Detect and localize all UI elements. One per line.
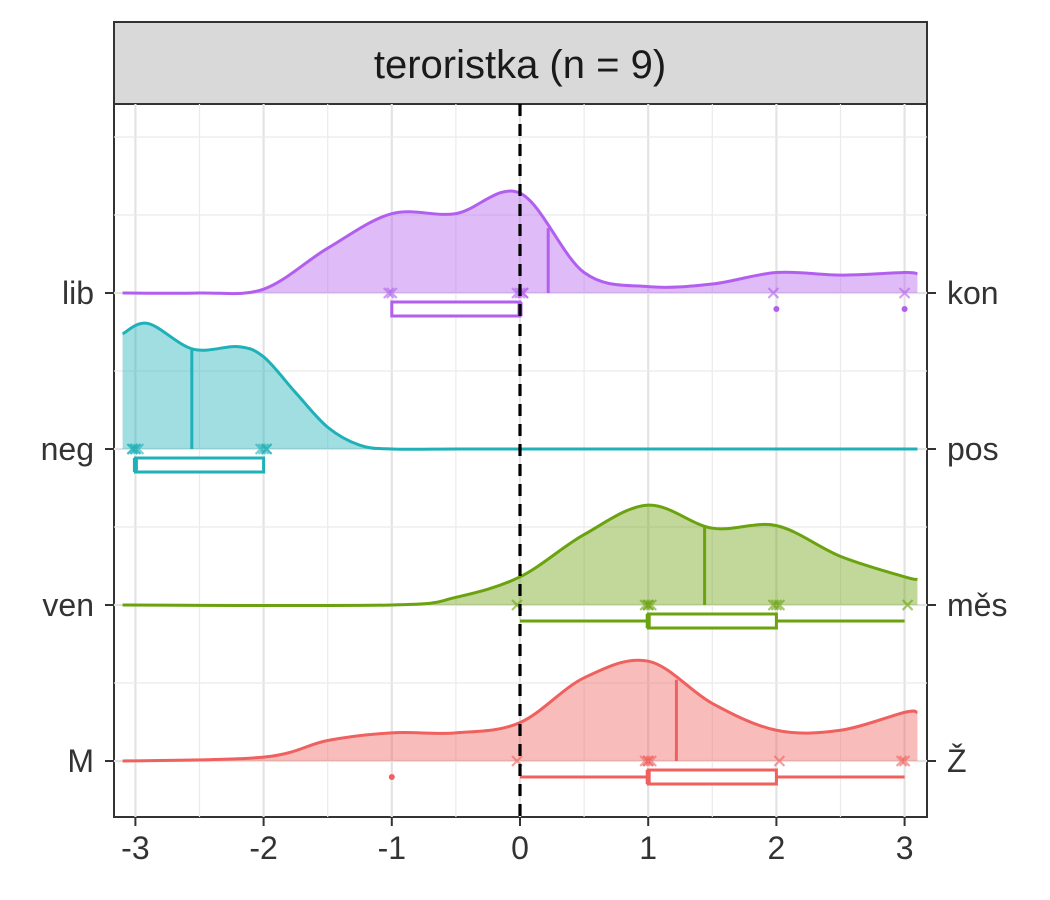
box-ven — [646, 612, 778, 630]
outlier-lib — [773, 306, 780, 312]
data-point-M — [898, 755, 911, 767]
series-layer — [121, 189, 918, 786]
box-M — [646, 768, 778, 786]
box-lib — [390, 300, 522, 318]
data-point-ven — [901, 599, 914, 611]
data-point-neg — [126, 443, 139, 455]
data-point-ven — [639, 599, 651, 611]
density-line-ven — [122, 503, 918, 608]
x-tick-label: -2 — [249, 830, 277, 866]
data-point-lib — [767, 287, 780, 299]
data-point-neg — [129, 443, 142, 455]
y-label-right-neg: pos — [947, 431, 999, 467]
facet-strip — [113, 21, 928, 105]
data-point-M — [639, 755, 651, 767]
density-area-M — [122, 660, 918, 761]
data-point-M — [895, 755, 908, 767]
x-tick-label: 0 — [511, 830, 529, 866]
x-tick-label: 1 — [639, 830, 657, 866]
y-label-right-ven: měs — [947, 587, 1007, 623]
x-tick-label: -1 — [378, 830, 406, 866]
axes: -3 -2 -1 0 1 2 3 lib kon neg pos ven měs M Ž — [41, 275, 1008, 866]
series-ven — [122, 503, 918, 630]
y-label-right-M: Ž — [947, 743, 967, 779]
data-point-ven — [770, 599, 783, 611]
outlier-lib — [901, 306, 908, 312]
y-label-left-ven: ven — [42, 587, 94, 623]
data-point-lib — [898, 287, 911, 299]
facet-strip-title: teroristka (n = 9) — [374, 43, 666, 87]
density-line-lib — [122, 189, 918, 296]
box-neg — [133, 456, 266, 474]
data-point-ven — [767, 599, 780, 611]
y-label-left-M: M — [67, 743, 94, 779]
x-tick-label: -3 — [121, 830, 149, 866]
x-tick-label: 3 — [896, 830, 914, 866]
data-point-lib — [386, 287, 398, 299]
outlier-M — [388, 774, 395, 780]
density-line-M — [122, 658, 918, 763]
density-area-neg — [122, 323, 918, 450]
x-tick-label: 2 — [768, 830, 786, 866]
data-point-M — [642, 755, 654, 767]
data-point-neg — [257, 443, 270, 455]
data-point-ven — [642, 599, 654, 611]
series-lib — [122, 189, 918, 318]
density-area-lib — [122, 191, 918, 294]
data-point-lib — [383, 287, 395, 299]
series-M — [122, 658, 918, 786]
data-point-neg — [260, 443, 273, 455]
y-label-left-neg: neg — [41, 431, 94, 467]
data-point-M — [773, 755, 786, 767]
y-label-right-lib: kon — [947, 275, 999, 311]
y-label-left-lib: lib — [62, 275, 94, 311]
